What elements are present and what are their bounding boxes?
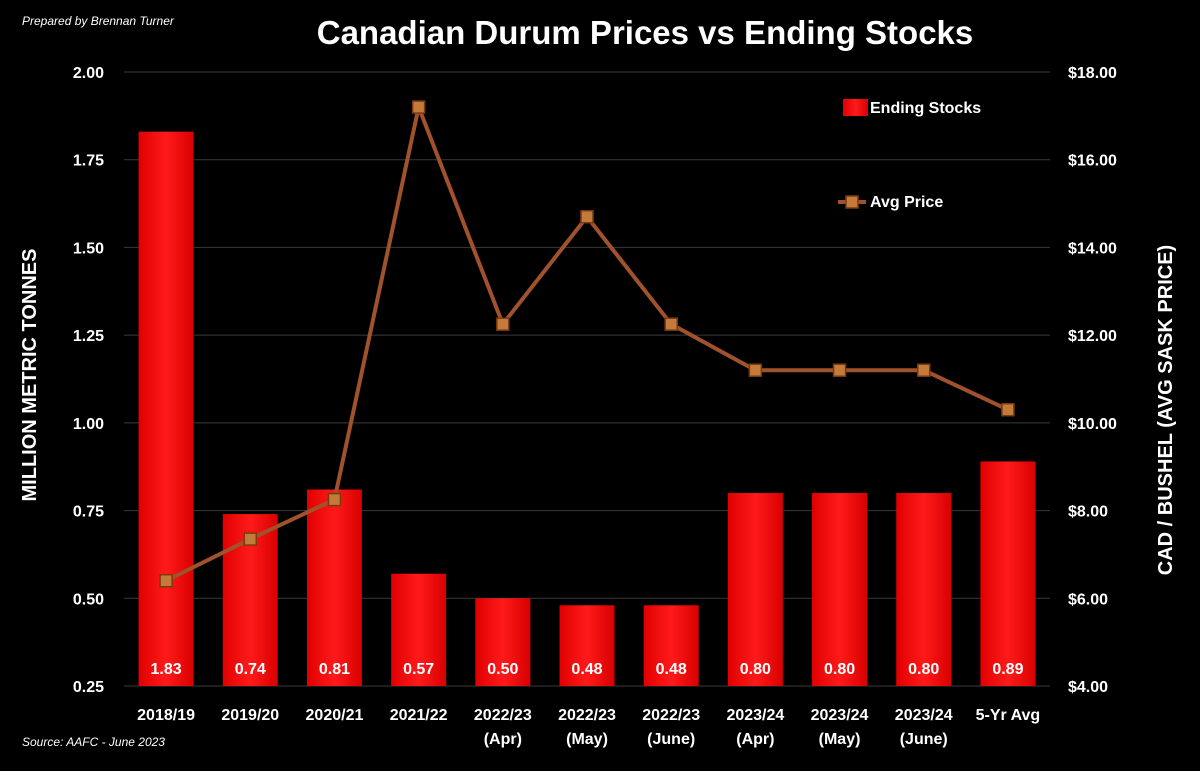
chart-title: Canadian Durum Prices vs Ending Stocks [317, 14, 974, 51]
y2-tick-label: $14.00 [1068, 240, 1117, 257]
legend-swatch-marker [845, 195, 859, 209]
y-axis-title: MILLION METRIC TONNES [19, 249, 41, 502]
y-tick-label: 0.25 [73, 679, 104, 696]
price-marker [580, 209, 594, 224]
x-tick-label: 2022/23 [642, 707, 700, 724]
bar [727, 493, 783, 686]
legend-swatch-bar [843, 99, 868, 116]
x-tick-label: 2020/21 [306, 707, 364, 724]
bar-value-label: 0.80 [740, 661, 771, 678]
bar-value-label: 0.57 [403, 661, 434, 678]
price-line [165, 105, 1009, 583]
y2-tick-label: $4.00 [1068, 679, 1108, 696]
bar-value-label: 0.80 [824, 661, 855, 678]
y2-tick-label: $6.00 [1068, 591, 1108, 608]
x-tick-label: 2018/19 [137, 707, 195, 724]
x-tick-label: 2023/24 [726, 707, 784, 724]
bar-value-label: 0.48 [656, 661, 687, 678]
x-tick-label: 2022/23 [474, 707, 532, 724]
legend-label: Avg Price [870, 194, 943, 211]
price-marker [832, 363, 847, 377]
x-tick-label: (June) [900, 731, 948, 748]
price-marker [327, 492, 342, 507]
y2-tick-label: $16.00 [1068, 153, 1117, 170]
bar-value-label: 0.74 [235, 661, 266, 678]
price-marker [243, 532, 258, 546]
bar [980, 461, 1036, 686]
bar-value-label: 0.48 [571, 661, 602, 678]
y2-tick-label: $12.00 [1068, 328, 1117, 345]
x-tick-label: 2019/20 [221, 707, 279, 724]
price-marker [664, 317, 678, 331]
y2-axis-title: CAD / BUSHEL (AVG SASK PRICE) [1155, 245, 1177, 575]
bar [812, 493, 868, 686]
bar-value-label: 0.89 [992, 661, 1023, 678]
x-tick-label: 5-Yr Avg [976, 707, 1041, 724]
bar [306, 489, 362, 686]
y-tick-label: 2.00 [73, 65, 104, 82]
bar [138, 131, 194, 686]
bar-value-label: 1.83 [151, 661, 182, 678]
y-tick-label: 1.50 [73, 240, 104, 257]
x-tick-label: 2022/23 [558, 707, 616, 724]
x-tick-label: (May) [819, 731, 861, 748]
bar [643, 605, 699, 686]
y-tick-label: 1.00 [73, 416, 104, 433]
credit-text: Prepared by Brennan Turner [22, 14, 174, 28]
y2-tick-label: $18.00 [1068, 65, 1117, 82]
x-tick-label: (Apr) [736, 731, 774, 748]
x-tick-label: 2023/24 [811, 707, 869, 724]
y2-tick-label: $10.00 [1068, 416, 1117, 433]
x-tick-label: (June) [647, 731, 695, 748]
price-marker [916, 363, 931, 377]
x-tick-label: 2021/22 [390, 707, 448, 724]
bar-value-label: 0.81 [319, 661, 350, 678]
price-marker [496, 317, 510, 331]
price-marker [1001, 402, 1015, 417]
legend-label: Ending Stocks [870, 100, 981, 117]
x-tick-label: (Apr) [484, 731, 522, 748]
y2-tick-label: $8.00 [1068, 504, 1108, 521]
x-tick-label: 2023/24 [895, 707, 953, 724]
bar-value-label: 0.50 [487, 661, 518, 678]
bar [391, 573, 447, 686]
price-marker [411, 100, 426, 114]
x-tick-label: (May) [566, 731, 608, 748]
y-tick-label: 1.75 [73, 153, 104, 170]
bar [559, 605, 615, 686]
y-tick-label: 0.75 [73, 504, 104, 521]
price-marker [748, 363, 763, 377]
source-text: Source: AAFC - June 2023 [22, 735, 165, 749]
bar [896, 493, 952, 686]
bar-value-label: 0.80 [908, 661, 939, 678]
y-tick-label: 1.25 [73, 328, 104, 345]
price-marker [159, 573, 173, 588]
y-tick-label: 0.50 [73, 591, 104, 608]
bar [475, 598, 531, 686]
